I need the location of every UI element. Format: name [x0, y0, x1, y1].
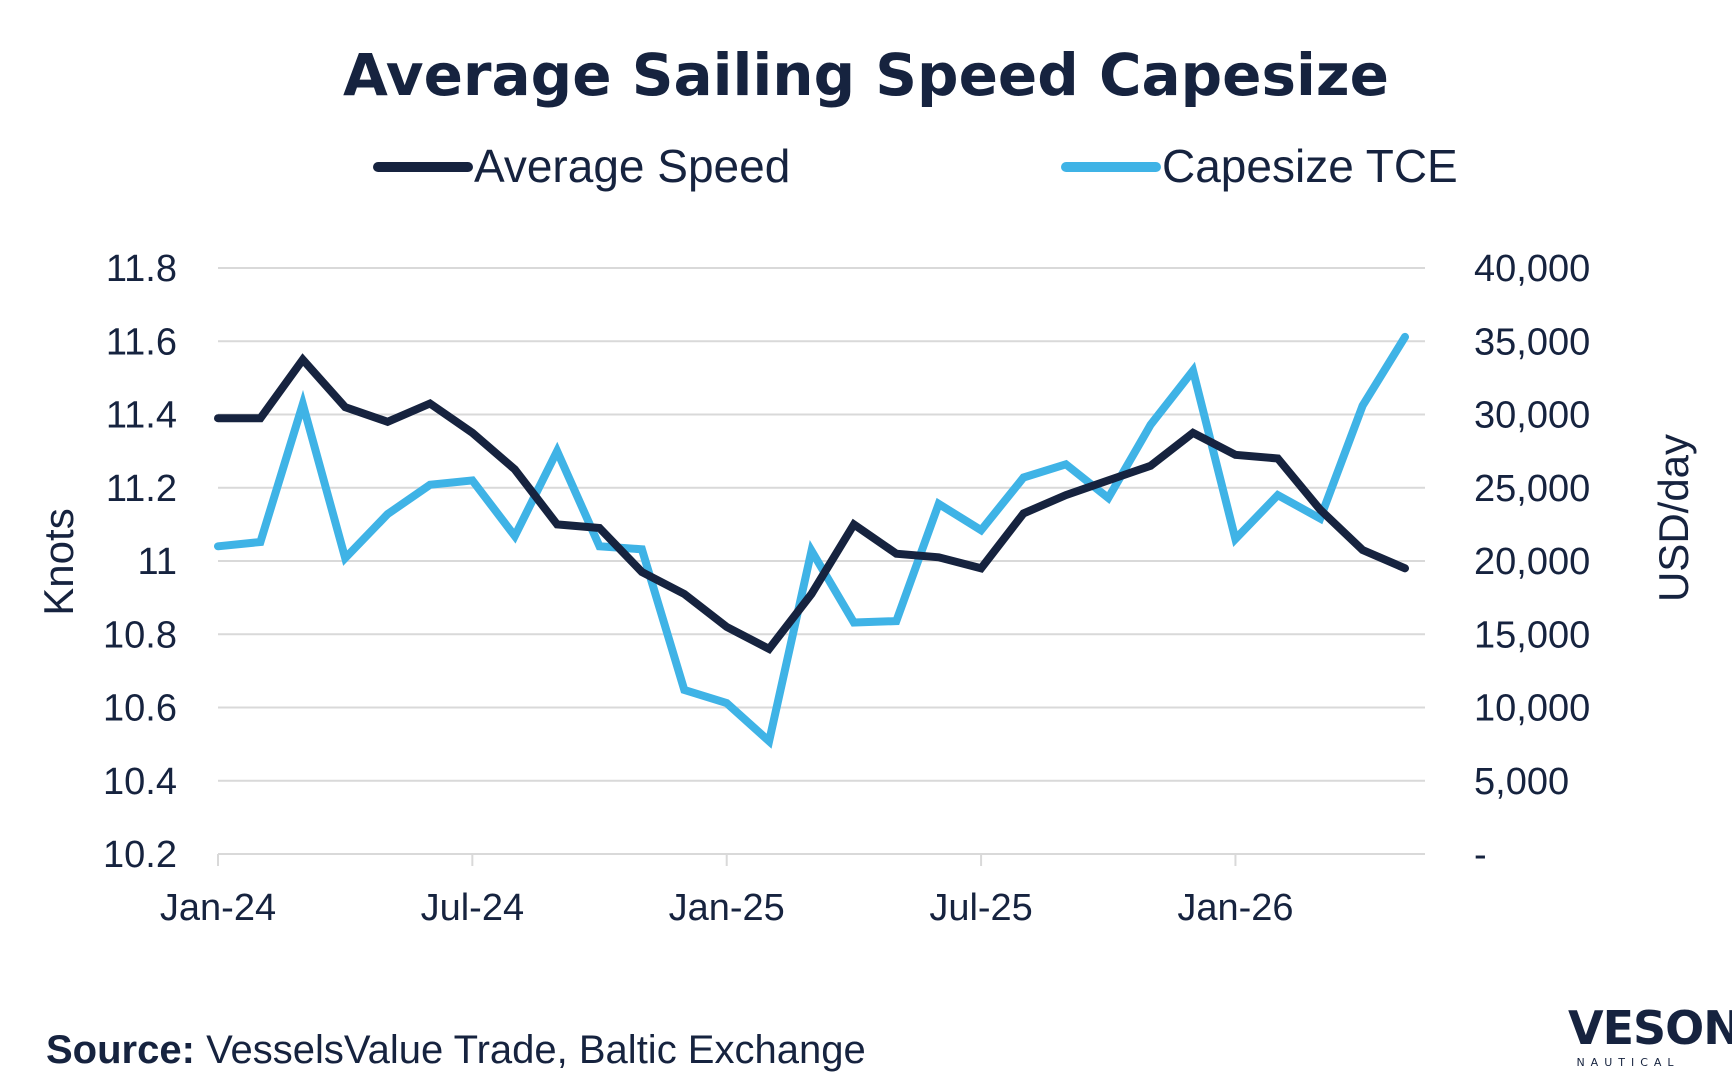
source-note: Source: VesselsValue Trade, Baltic Excha…	[46, 1028, 866, 1073]
y-right-tick-label: 5,000	[1474, 761, 1569, 803]
source-text: VesselsValue Trade, Baltic Exchange	[206, 1028, 866, 1072]
y-right-tick-label: 35,000	[1474, 321, 1590, 363]
logo-word: VESON	[1568, 1001, 1732, 1055]
y-left-tick-label: 11.8	[106, 248, 177, 290]
y-right-tick-label: 40,000	[1474, 248, 1590, 290]
veson-logo: VESON NAUTICAL	[1568, 1001, 1732, 1069]
legend: Average Speed Capesize TCE	[373, 140, 1458, 192]
y-left-tick-label: 10.6	[103, 688, 177, 730]
y-left-tick-label: 11.2	[106, 468, 177, 510]
y-left-tick-label: 10.8	[103, 614, 177, 656]
x-axis: Jan-24 Jul-24 Jan-25 Jul-25 Jan-26	[160, 853, 1425, 929]
y-right-tick-label: 10,000	[1474, 688, 1590, 730]
logo-subtitle: NAUTICAL	[1576, 1056, 1680, 1069]
y-left-tick-label: 10.2	[103, 834, 177, 876]
y-axis-left: 11.8 11.6 11.4 11.2 11 10.8 10.6 10.4 10.2	[103, 248, 177, 876]
y-axis-left-title: Knots	[35, 508, 82, 615]
y-left-tick-label: 10.4	[103, 761, 177, 803]
y-right-tick-label: 25,000	[1474, 468, 1590, 510]
x-tick-label: Jul-24	[421, 887, 525, 929]
y-right-tick-label: 30,000	[1474, 395, 1590, 437]
series-line-average-speed	[214, 353, 1409, 654]
x-tick-label: Jan-26	[1177, 887, 1293, 929]
y-axis-right-title: USD/day	[1650, 434, 1697, 602]
y-left-tick-label: 11	[138, 541, 177, 583]
gridlines	[218, 267, 1425, 782]
legend-label-capesize-tce: Capesize TCE	[1162, 140, 1458, 192]
y-right-tick-label: 15,000	[1474, 614, 1590, 656]
source-label: Source:	[46, 1028, 195, 1072]
series-line-capesize-tce	[214, 332, 1409, 749]
legend-label-average-speed: Average Speed	[474, 140, 790, 192]
y-left-tick-label: 11.6	[106, 321, 177, 363]
y-right-tick-label: -	[1474, 834, 1487, 876]
y-right-tick-label: 20,000	[1474, 541, 1590, 583]
y-left-tick-label: 11.4	[106, 395, 177, 437]
y-axis-right: 40,000 35,000 30,000 25,000 20,000 15,000 10,0…	[1474, 248, 1590, 876]
x-tick-label: Jan-24	[160, 887, 276, 929]
chart-title: Average Sailing Speed Capesize	[343, 41, 1389, 109]
x-tick-label: Jan-25	[669, 887, 785, 929]
x-tick-label: Jul-25	[929, 887, 1033, 929]
series-layer	[214, 332, 1409, 749]
